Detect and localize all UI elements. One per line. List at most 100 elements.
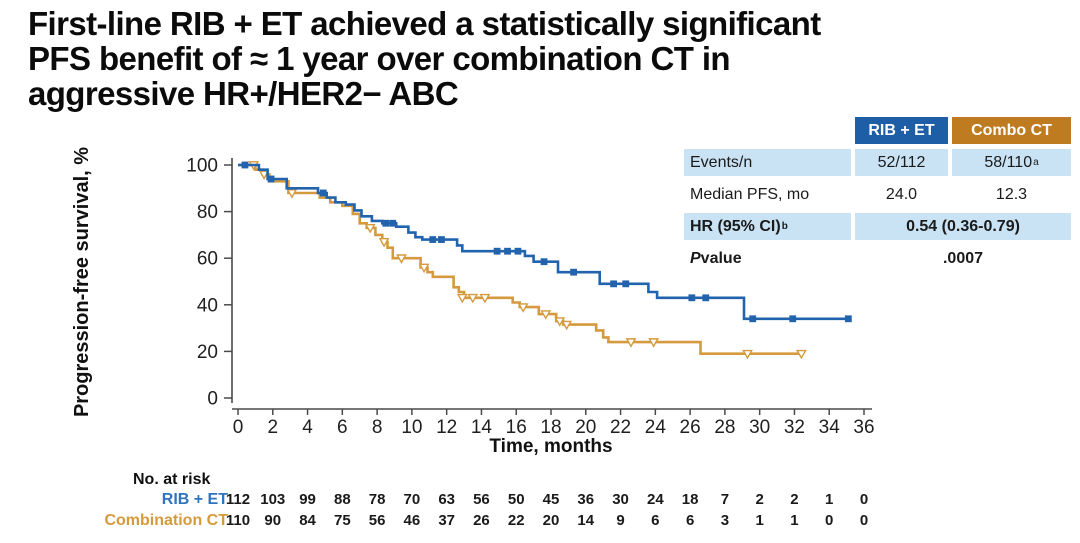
at-risk-value: 3	[721, 512, 729, 529]
at-risk-value: 0	[860, 491, 868, 508]
censor-mark-triangle	[517, 303, 529, 313]
at-risk-value: 2	[755, 491, 763, 508]
stats-header-combo-ct: Combo CT	[952, 117, 1071, 144]
at-risk-value: 46	[404, 512, 421, 529]
censor-mark-square	[688, 294, 696, 302]
x-tick-label: 32	[784, 417, 805, 438]
at-risk-value: 1	[825, 491, 833, 508]
x-tick-label: 18	[540, 417, 561, 438]
censor-mark-triangle	[795, 349, 807, 360]
at-risk-value: 26	[473, 512, 490, 529]
at-risk-title: No. at risk	[133, 471, 210, 488]
title-line-3: aggressive HR+/HER2− ABC	[28, 75, 459, 112]
stats-row-pvalue-value: .0007	[942, 249, 984, 267]
stats-row-median-combo: 12.3	[995, 185, 1028, 203]
x-tick-label: 16	[506, 417, 527, 438]
at-risk-value: 78	[369, 491, 386, 508]
y-tick-label: 60	[197, 249, 218, 270]
at-risk-value: 70	[404, 491, 421, 508]
at-risk-value: 6	[686, 512, 694, 529]
at-risk-value: 99	[299, 491, 316, 508]
censor-mark-square	[622, 280, 630, 288]
stats-table: RIB + ET Combo CT Events/n 52/112 58/110…	[684, 117, 1071, 272]
censor-mark-triangle	[467, 293, 479, 304]
y-tick-label: 40	[197, 295, 218, 316]
censor-mark-triangle	[418, 263, 430, 274]
at-risk-value: 2	[790, 491, 798, 508]
x-tick-label: 24	[645, 417, 667, 438]
censor-mark-triangle	[286, 189, 298, 199]
stats-row-pvalue-label: P value	[690, 249, 742, 267]
censor-mark-square	[493, 247, 501, 255]
page-title: First-line RIB + ET achieved a statistic…	[28, 6, 1074, 111]
censor-mark-square	[429, 236, 437, 243]
censor-mark-triangle	[540, 310, 552, 320]
at-risk-value: 56	[473, 491, 490, 508]
at-risk-value: 30	[612, 491, 629, 508]
x-tick-label: 26	[680, 417, 701, 438]
x-tick-label: 0	[233, 417, 244, 438]
at-risk-value: 6	[651, 512, 659, 529]
y-axis-title: Progression-free survival, %	[71, 147, 93, 417]
x-tick-label: 20	[575, 417, 596, 438]
at-risk-value: 75	[334, 512, 351, 529]
x-tick-label: 30	[749, 417, 770, 438]
at-risk-value: 14	[577, 512, 594, 529]
censor-mark-square	[267, 175, 275, 183]
x-tick-label: 14	[471, 417, 493, 438]
y-tick-label: 0	[207, 389, 218, 410]
at-risk-value: 45	[543, 491, 560, 508]
at-risk-value: 112	[226, 491, 250, 508]
title-line-2: PFS benefit of ≈ 1 year over combination…	[28, 40, 731, 77]
x-tick-label: 34	[819, 417, 841, 438]
stats-header-blank	[684, 117, 851, 144]
y-tick-label: 20	[197, 342, 218, 363]
x-tick-label: 2	[267, 417, 278, 438]
at-risk-value: 20	[543, 512, 560, 529]
at-risk-value: 90	[264, 512, 281, 529]
y-tick-label: 100	[186, 156, 218, 177]
x-tick-label: 8	[372, 417, 383, 438]
stats-header-rib-et: RIB + ET	[855, 117, 948, 144]
x-tick-label: 36	[853, 417, 874, 438]
censor-mark-triangle	[561, 320, 573, 331]
stats-row-hr-label: HR (95% CI) b	[684, 213, 851, 240]
title-line-1: First-line RIB + ET achieved a statistic…	[28, 5, 821, 42]
censor-mark-triangle	[625, 338, 637, 348]
censor-mark-square	[241, 161, 249, 169]
at-risk-value: 63	[438, 491, 455, 508]
x-tick-label: 10	[401, 417, 422, 438]
stats-row-median-label: Median PFS, mo	[690, 185, 810, 203]
censor-mark-triangle	[742, 349, 753, 360]
x-tick-label: 12	[436, 417, 457, 438]
censor-mark-square	[844, 315, 852, 323]
at-risk-value: 36	[577, 491, 594, 508]
censor-mark-square	[789, 315, 797, 323]
at-risk-value: 37	[438, 512, 455, 529]
censor-mark-triangle	[396, 254, 407, 264]
y-tick-label: 80	[197, 202, 218, 223]
at-risk-value: 56	[369, 512, 386, 529]
censor-mark-square	[610, 280, 617, 288]
censor-mark-triangle	[364, 224, 376, 234]
at-risk-value: 7	[721, 491, 729, 508]
stats-row-hr-value: 0.54 (0.36-0.79)	[855, 213, 1071, 240]
censor-mark-square	[504, 247, 511, 255]
at-risk-row-label-combination-ct: Combination CT	[104, 512, 228, 529]
censor-mark-square	[514, 247, 522, 255]
at-risk-value: 103	[260, 491, 285, 508]
at-risk-value: 1	[790, 512, 798, 529]
censor-mark-square	[540, 258, 548, 266]
at-risk-value: 110	[226, 512, 250, 529]
censor-mark-triangle	[456, 293, 468, 304]
censor-mark-square	[382, 219, 390, 227]
stats-row-events-combo: 58/110 a	[952, 149, 1071, 176]
stats-row-events-rib: 52/112	[855, 149, 948, 176]
stats-row-median-rib: 24.0	[885, 185, 918, 203]
censor-mark-triangle	[648, 338, 659, 348]
censor-mark-square	[749, 315, 757, 323]
censor-mark-square	[319, 189, 327, 197]
censor-mark-triangle	[378, 237, 390, 248]
